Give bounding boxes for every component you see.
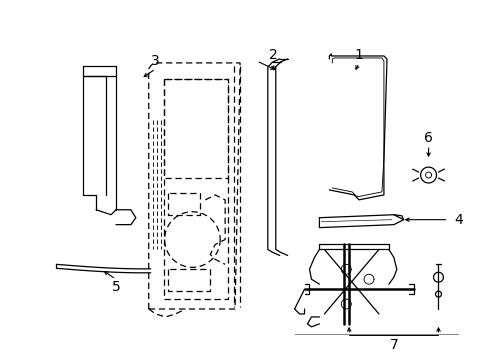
Text: 4: 4 [453, 213, 462, 227]
Text: 6: 6 [423, 131, 432, 145]
Text: 7: 7 [388, 338, 397, 352]
Text: 1: 1 [354, 48, 363, 62]
Text: 2: 2 [269, 48, 278, 62]
Text: 5: 5 [111, 280, 120, 294]
Text: 3: 3 [151, 54, 160, 68]
